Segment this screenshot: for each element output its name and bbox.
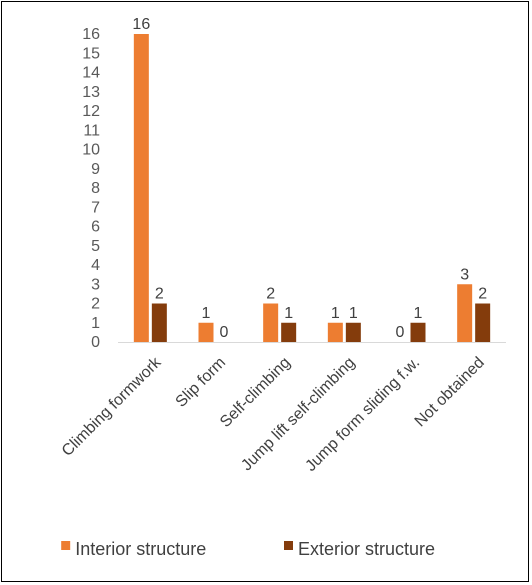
category-labels: Climbing formwork Slip formSelf-climbingJ… (59, 353, 488, 475)
bar-interior (133, 34, 149, 342)
legend-swatch (61, 541, 71, 550)
data-label: 0 (220, 324, 229, 341)
bar-exterior (151, 303, 167, 342)
data-label: 16 (132, 16, 150, 33)
y-tick-label: 3 (91, 276, 100, 293)
y-tick-label: 13 (82, 84, 100, 101)
data-label: 2 (155, 286, 164, 303)
y-tick-label: 11 (83, 122, 100, 139)
category-label: Jump lift self-climbing (238, 354, 358, 474)
y-tick-label: 15 (82, 45, 100, 62)
y-tick-label: 10 (82, 142, 100, 159)
y-tick-label: 4 (91, 257, 100, 274)
category-label: Jump form sliding f.w. (302, 354, 423, 475)
category-label: Not obtained (412, 354, 488, 430)
bar-exterior (410, 322, 426, 342)
y-tick-label: 14 (82, 65, 100, 82)
y-tick-label: 0 (91, 334, 100, 351)
data-label: 1 (414, 305, 423, 322)
data-label: 1 (284, 305, 293, 322)
data-label: 1 (202, 305, 211, 322)
bar-interior (198, 322, 214, 342)
y-tick-label: 8 (91, 180, 100, 197)
bar-interior (327, 322, 343, 342)
data-label: 0 (396, 324, 405, 341)
legend-label: Exterior structure (298, 539, 435, 559)
y-tick-label: 5 (91, 238, 100, 255)
data-label: 2 (478, 286, 487, 303)
y-tick-label: 7 (91, 199, 100, 216)
y-tick-label: 1 (91, 315, 100, 332)
bar-exterior (281, 322, 297, 342)
category-label: Climbing formwork (59, 353, 165, 459)
data-label: 2 (266, 286, 275, 303)
data-label: 3 (460, 266, 469, 283)
bar-interior (457, 284, 473, 342)
y-tick-label: 12 (82, 103, 100, 120)
y-tick-label: 6 (91, 219, 100, 236)
legend: Interior structure Exterior structure (61, 539, 435, 559)
y-tick-label: 16 (82, 26, 100, 43)
bar-exterior (475, 303, 491, 342)
y-tick-label: 2 (91, 296, 100, 313)
data-label: 1 (331, 305, 340, 322)
legend-label: Interior structure (75, 539, 206, 559)
bars (133, 34, 491, 342)
category-label: Slip form (173, 354, 230, 411)
legend-swatch (284, 541, 293, 550)
y-tick-label: 9 (91, 161, 100, 178)
data-label: 1 (349, 305, 358, 322)
bar-exterior (345, 322, 361, 342)
bar-interior (263, 303, 279, 342)
